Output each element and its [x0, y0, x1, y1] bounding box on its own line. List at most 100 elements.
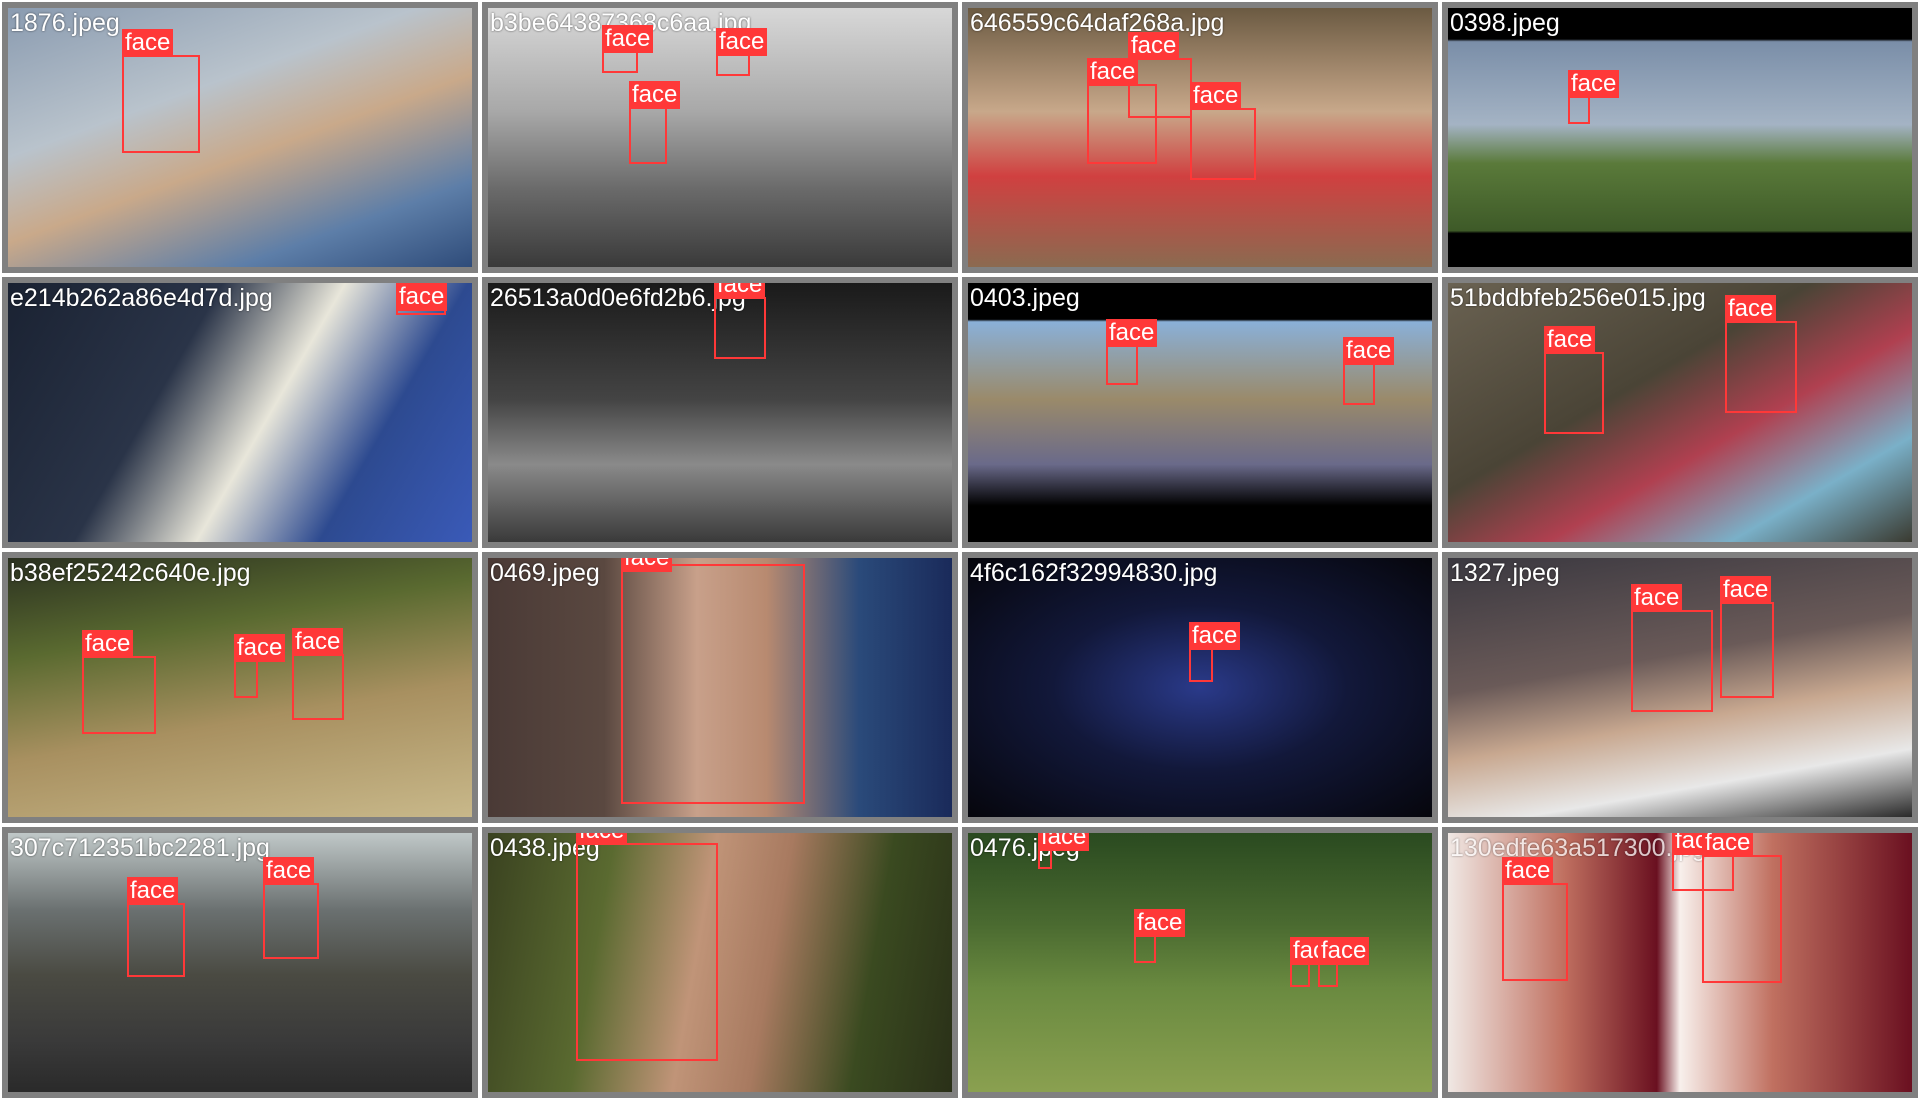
photo-young-man-portrait — [488, 558, 952, 817]
image-filename: 0403.jpeg — [970, 284, 1080, 312]
image-filename: 646559c64daf268a.jpg — [970, 9, 1225, 37]
face-box[interactable]: face — [234, 634, 286, 698]
face-label: face — [263, 857, 315, 885]
face-box[interactable]: face — [122, 29, 200, 153]
photo-western-scene — [968, 283, 1432, 542]
image-tile[interactable]: 51bddbfeb256e015.jpg face face — [1442, 277, 1918, 548]
image-tile[interactable]: 0398.jpeg face — [1442, 2, 1918, 273]
image-tile[interactable]: 307c712351bc2281.jpg face face — [2, 827, 478, 1098]
image-tile[interactable]: e214b262a86e4d7d.jpg face — [2, 277, 478, 548]
face-label: face — [1134, 909, 1186, 937]
face-label: face — [396, 283, 448, 311]
face-label: face — [1128, 32, 1180, 60]
face-label: face — [602, 25, 654, 53]
face-label: face — [576, 833, 628, 845]
face-label: face — [292, 628, 344, 656]
photo-babies — [968, 8, 1432, 267]
face-label: face — [629, 81, 681, 109]
image-filename: b38ef25242c640e.jpg — [10, 559, 251, 587]
photo-tennis-player — [8, 8, 472, 267]
face-box[interactable]: face — [1106, 319, 1158, 385]
face-label: face — [1568, 70, 1620, 98]
image-filename: 130edfe63a517300.jpg — [1450, 834, 1706, 862]
face-label: face — [122, 29, 174, 57]
face-box[interactable]: face — [1038, 833, 1090, 869]
face-box[interactable]: face — [1544, 326, 1604, 434]
photo-field-couple — [1448, 8, 1912, 267]
image-tile[interactable]: b3be64387368c6aa.jpg face face face — [482, 2, 958, 273]
photo-man-closeup — [488, 833, 952, 1092]
face-box[interactable]: face — [1343, 337, 1395, 405]
image-filename: 1876.jpeg — [10, 9, 120, 37]
face-box[interactable]: face — [1568, 70, 1620, 124]
face-label: face — [1702, 833, 1754, 857]
face-box[interactable]: face — [263, 857, 319, 959]
face-box[interactable]: face — [396, 283, 448, 315]
face-label: face — [1631, 584, 1683, 612]
face-label: face — [82, 630, 134, 658]
image-filename: 0398.jpeg — [1450, 9, 1560, 37]
photo-concert-stage — [968, 558, 1432, 817]
face-label: face — [1189, 622, 1241, 650]
face-label: face — [1106, 319, 1158, 347]
face-box[interactable]: face — [292, 628, 344, 720]
image-tile[interactable]: 26513a0d0e6fd2b6.jpg face — [482, 277, 958, 548]
image-tile[interactable]: 646559c64daf268a.jpg face face face — [962, 2, 1438, 273]
face-label: face — [127, 877, 179, 905]
face-box[interactable]: face — [1725, 295, 1797, 413]
face-box[interactable]: face — [1190, 82, 1256, 180]
face-box[interactable]: face — [1702, 833, 1782, 983]
photo-overhead-table — [8, 283, 472, 542]
face-box[interactable]: face — [1189, 622, 1241, 682]
face-box[interactable]: face — [1087, 58, 1157, 164]
face-box[interactable]: face — [629, 81, 681, 164]
face-box[interactable]: face — [1318, 937, 1370, 987]
face-box[interactable]: face — [1134, 909, 1186, 963]
face-box[interactable]: face — [621, 558, 805, 804]
image-filename: 0469.jpeg — [490, 559, 600, 587]
face-label: face — [1343, 337, 1395, 365]
photo-street-bw — [488, 283, 952, 542]
face-box[interactable]: face — [602, 25, 654, 73]
face-box[interactable]: face — [82, 630, 156, 734]
image-tile[interactable]: 0476.jpeg face face face face — [962, 827, 1438, 1098]
face-label: face — [1544, 326, 1596, 354]
image-tile[interactable]: 130edfe63a517300.jpg face face face — [1442, 827, 1918, 1098]
image-tile[interactable]: 1876.jpeg face — [2, 2, 478, 273]
face-box[interactable]: face — [716, 28, 768, 76]
face-label: face — [1087, 58, 1139, 86]
image-filename: e214b262a86e4d7d.jpg — [10, 284, 273, 312]
image-filename: 26513a0d0e6fd2b6.jpg — [490, 284, 746, 312]
face-label: face — [234, 634, 286, 662]
face-box[interactable]: face — [127, 877, 185, 977]
face-label: face — [714, 283, 766, 299]
image-filename: 51bddbfeb256e015.jpg — [1450, 284, 1706, 312]
face-label: face — [621, 558, 673, 572]
photo-couple-outdoors — [1448, 283, 1912, 542]
photo-two-men-event — [8, 833, 472, 1092]
face-label: face — [1725, 295, 1777, 323]
face-label: face — [716, 28, 768, 56]
image-tile[interactable]: 1327.jpeg face face — [1442, 552, 1918, 823]
image-filename: 4f6c162f32994830.jpg — [970, 559, 1218, 587]
image-filename: 307c712351bc2281.jpg — [10, 834, 270, 862]
face-box[interactable]: face — [1502, 857, 1568, 981]
face-label: face — [1190, 82, 1242, 110]
face-box[interactable]: face — [1128, 32, 1192, 118]
face-box[interactable]: face — [1720, 576, 1774, 698]
face-box[interactable]: face — [714, 283, 766, 359]
image-tile[interactable]: 4f6c162f32994830.jpg face — [962, 552, 1438, 823]
image-tile[interactable]: 0403.jpeg face face — [962, 277, 1438, 548]
face-label: face — [1720, 576, 1772, 604]
photo-pub-friends — [8, 558, 472, 817]
image-tile[interactable]: b38ef25242c640e.jpg face face face — [2, 552, 478, 823]
image-tile[interactable]: 0438.jpeg face — [482, 827, 958, 1098]
face-label: face — [1038, 833, 1090, 851]
face-box[interactable]: face — [1631, 584, 1713, 712]
image-tile[interactable]: 0469.jpeg face — [482, 552, 958, 823]
face-label: face — [1318, 937, 1370, 965]
face-box[interactable]: face — [1290, 937, 1342, 987]
image-filename: 1327.jpeg — [1450, 559, 1560, 587]
face-box[interactable]: face — [576, 833, 718, 1061]
